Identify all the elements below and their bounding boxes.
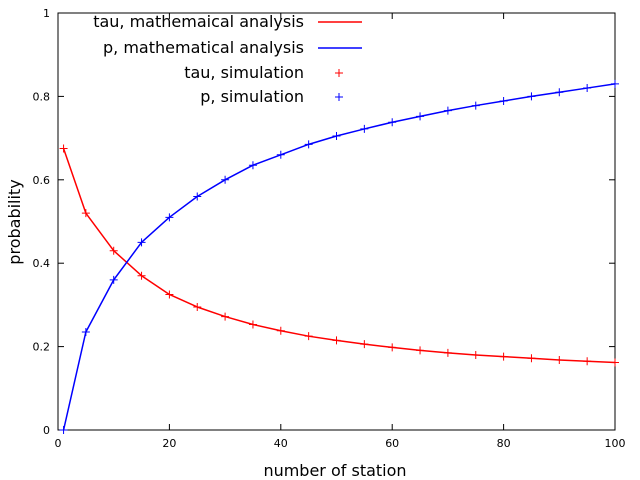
y-axis-title: probability xyxy=(5,179,24,264)
data-point-4 xyxy=(165,213,174,222)
data-point-7 xyxy=(248,320,257,329)
data-point-3 xyxy=(137,271,146,280)
y-tick-label: 0.4 xyxy=(33,257,51,270)
data-point-3 xyxy=(137,238,146,247)
data-point-16 xyxy=(499,96,508,105)
data-point-4 xyxy=(165,290,174,299)
data-point-18 xyxy=(555,355,564,364)
data-point-2 xyxy=(109,246,118,255)
x-tick-label: 0 xyxy=(55,437,62,450)
data-point-5 xyxy=(193,302,202,311)
data-point-12 xyxy=(388,118,397,127)
plot-frame xyxy=(57,12,616,431)
y-tick-label: 0.6 xyxy=(33,174,51,187)
data-point-2 xyxy=(109,275,118,284)
data-point-14 xyxy=(443,348,452,357)
data-point-17 xyxy=(527,354,536,363)
data-point-1 xyxy=(81,209,90,218)
legend-label-0: tau, mathemaical analysis xyxy=(93,12,304,31)
legend-label-2: tau, simulation xyxy=(184,63,304,82)
legend-swatch-3 xyxy=(335,93,343,101)
y-tick-label: 1 xyxy=(43,7,50,20)
data-point-14 xyxy=(443,106,452,115)
x-axis-title: number of station xyxy=(263,461,406,480)
data-point-17 xyxy=(527,92,536,101)
x-tick-label: 20 xyxy=(162,437,176,450)
data-point-8 xyxy=(276,326,285,335)
data-point-0 xyxy=(59,426,68,434)
data-point-8 xyxy=(276,150,285,159)
series-line-0 xyxy=(62,148,616,364)
series-3 xyxy=(59,79,619,434)
data-point-9 xyxy=(304,332,313,341)
legend-label-1: p, mathematical analysis xyxy=(103,38,304,57)
series-layer xyxy=(59,79,619,434)
data-point-10 xyxy=(332,132,341,141)
x-tick-label: 80 xyxy=(497,437,511,450)
series-2 xyxy=(59,144,619,367)
data-point-7 xyxy=(248,161,257,170)
data-point-6 xyxy=(221,175,230,184)
data-point-11 xyxy=(360,124,369,133)
axis-ticks: 0 20 40 60 80 100 0 0.2 0.4 0.6 0.8 1 xyxy=(33,7,626,450)
data-point-5 xyxy=(193,192,202,201)
data-point-11 xyxy=(360,340,369,349)
x-tick-label: 60 xyxy=(385,437,399,450)
y-tick-label: 0.2 xyxy=(33,341,51,354)
series-0 xyxy=(62,148,616,364)
data-point-9 xyxy=(304,140,313,149)
x-tick-label: 40 xyxy=(274,437,288,450)
data-point-20 xyxy=(611,358,619,367)
data-point-19 xyxy=(583,357,592,366)
legend-swatch-2 xyxy=(335,69,343,77)
data-point-16 xyxy=(499,352,508,361)
y-tick-label: 0 xyxy=(43,424,50,437)
legend: tau, mathemaical analysis p, mathematical… xyxy=(93,12,362,106)
data-point-19 xyxy=(583,84,592,93)
data-point-0 xyxy=(59,144,68,153)
y-tick-label: 0.8 xyxy=(33,90,51,103)
data-point-15 xyxy=(471,101,480,110)
data-point-12 xyxy=(388,343,397,352)
data-point-1 xyxy=(81,328,90,337)
data-point-13 xyxy=(416,112,425,121)
data-point-13 xyxy=(416,346,425,355)
data-point-15 xyxy=(471,350,480,359)
x-tick-label: 100 xyxy=(605,437,626,450)
data-point-18 xyxy=(555,88,564,97)
data-point-10 xyxy=(332,336,341,345)
data-point-6 xyxy=(221,312,230,321)
legend-label-3: p, simulation xyxy=(200,87,304,106)
data-point-20 xyxy=(611,79,619,88)
